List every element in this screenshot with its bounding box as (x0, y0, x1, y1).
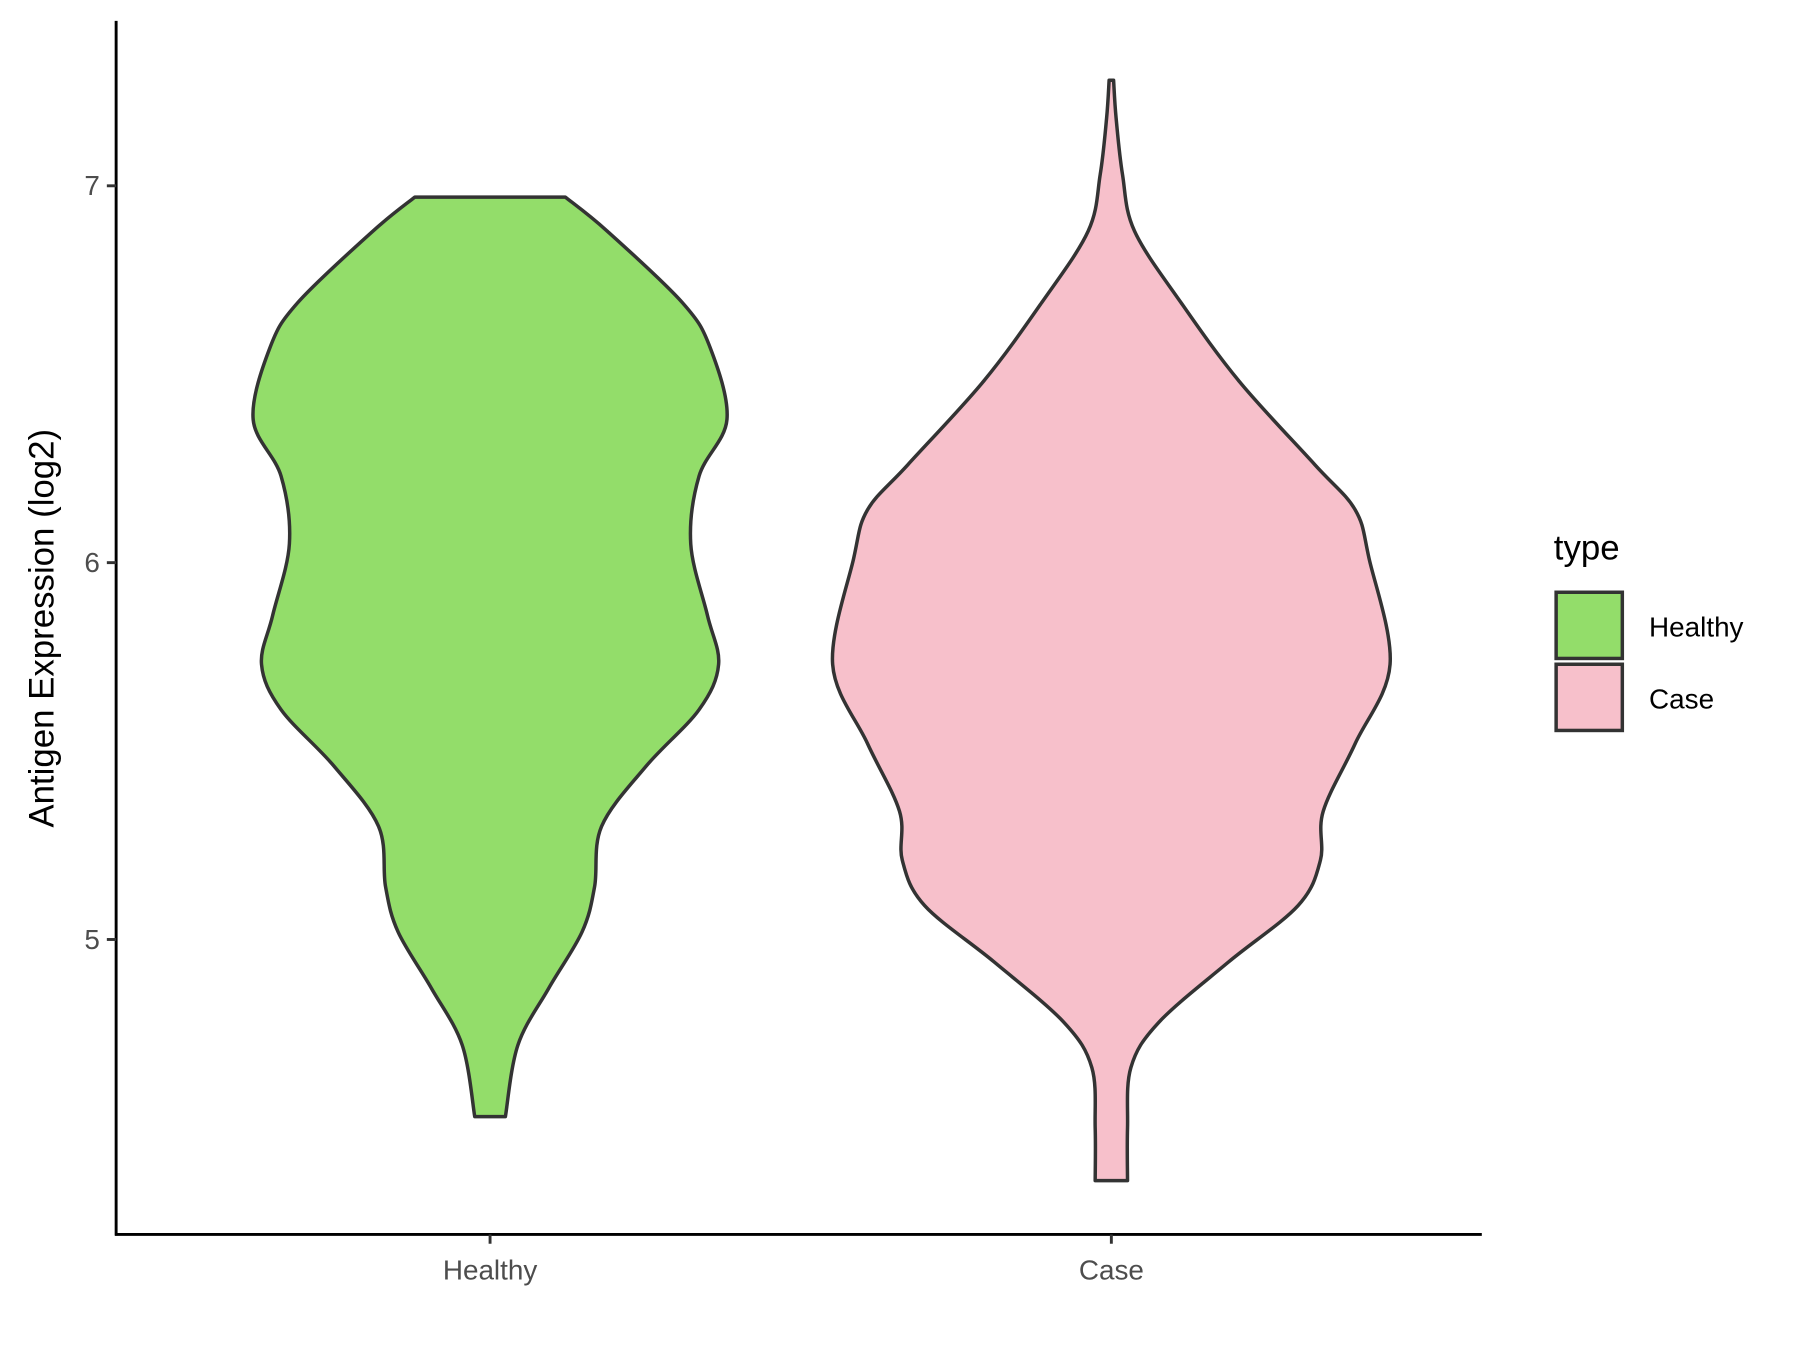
legend-title: type (1554, 529, 1620, 568)
y-ticks: 5 6 7 (84, 170, 117, 955)
violin-case (830, 78, 1392, 1183)
x-tick-label: Case (1079, 1255, 1144, 1286)
x-tick-label: Healthy (443, 1255, 538, 1286)
legend: Healthy Case (1554, 590, 1744, 733)
legend-key-case (1554, 662, 1625, 733)
y-tick-label: 6 (84, 547, 99, 578)
violin-healthy (251, 195, 729, 1119)
y-tick-label: 7 (84, 170, 99, 201)
violins (251, 78, 1392, 1183)
legend-key-healthy (1554, 590, 1625, 661)
x-ticks: Healthy Case (443, 1234, 1144, 1286)
y-tick-label: 5 (84, 924, 99, 955)
y-axis-title: Antigen Expression (log2) (22, 429, 61, 828)
legend-label: Healthy (1649, 611, 1744, 642)
legend-label: Case (1649, 683, 1714, 714)
